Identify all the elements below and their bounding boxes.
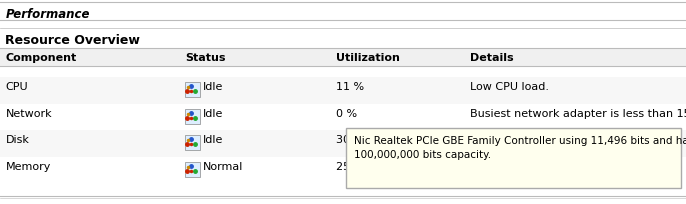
FancyBboxPatch shape xyxy=(0,157,686,184)
FancyBboxPatch shape xyxy=(0,77,686,104)
Text: Idle: Idle xyxy=(203,135,224,145)
Text: 30 /sec: 30 /sec xyxy=(336,135,376,145)
Text: Performance: Performance xyxy=(5,8,90,21)
FancyBboxPatch shape xyxy=(0,48,686,66)
Text: Busiest network adapter is less than 15%.: Busiest network adapter is less than 15%… xyxy=(470,109,686,119)
FancyBboxPatch shape xyxy=(346,128,681,188)
Text: Details: Details xyxy=(470,53,514,63)
FancyBboxPatch shape xyxy=(0,130,686,157)
Text: Resource Overview: Resource Overview xyxy=(5,34,141,47)
Text: Idle: Idle xyxy=(203,109,224,119)
Text: Component: Component xyxy=(5,53,77,63)
FancyBboxPatch shape xyxy=(185,162,200,177)
Text: Disk: Disk xyxy=(5,135,29,145)
FancyBboxPatch shape xyxy=(0,104,686,131)
Text: Network: Network xyxy=(5,109,52,119)
Text: 25 %: 25 % xyxy=(336,162,364,172)
Text: Normal: Normal xyxy=(203,162,244,172)
Text: 12237: 12237 xyxy=(470,162,506,172)
Text: Status: Status xyxy=(185,53,226,63)
FancyBboxPatch shape xyxy=(185,135,200,150)
Text: 11 %: 11 % xyxy=(336,82,364,92)
Text: CPU: CPU xyxy=(5,82,28,92)
Text: Disk I: Disk I xyxy=(470,135,501,145)
FancyBboxPatch shape xyxy=(185,109,200,124)
Text: Memory: Memory xyxy=(5,162,51,172)
Text: Utilization: Utilization xyxy=(336,53,400,63)
Text: Low CPU load.: Low CPU load. xyxy=(470,82,549,92)
Text: Idle: Idle xyxy=(203,82,224,92)
Text: 0 %: 0 % xyxy=(336,109,357,119)
FancyBboxPatch shape xyxy=(185,82,200,97)
Text: Nic Realtek PCIe GBE Family Controller using 11,496 bits and has
100,000,000 bit: Nic Realtek PCIe GBE Family Controller u… xyxy=(355,136,686,160)
